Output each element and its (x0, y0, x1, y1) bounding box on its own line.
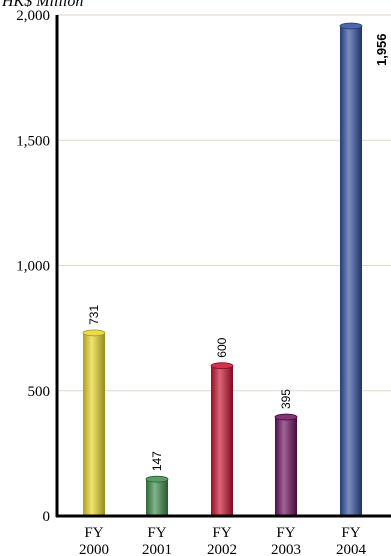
bar (340, 26, 362, 516)
x-category-label: FY (147, 525, 166, 541)
x-category-label: 2003 (271, 542, 301, 556)
bar-cap (145, 475, 169, 483)
y-tick-label: 500 (28, 384, 51, 400)
bar-cap (82, 329, 106, 337)
bar-cap (210, 362, 234, 370)
axis-layer (55, 15, 391, 518)
x-category-label: 2000 (79, 542, 109, 556)
x-category-label: FY (341, 525, 360, 541)
bar (146, 479, 168, 516)
x-category-label: 2002 (207, 542, 237, 556)
bar (211, 365, 233, 516)
x-category-label: 2001 (142, 542, 172, 556)
y-tick-label: 0 (43, 509, 51, 525)
y-tick-label: 1,000 (16, 259, 50, 275)
bars-layer (82, 22, 363, 516)
bar-cap (274, 413, 298, 421)
bar-value-label: 731 (87, 305, 101, 325)
bar-cap (339, 22, 363, 30)
bar (275, 417, 297, 516)
y-axis-unit-label: HK$ Million (2, 0, 84, 10)
y-tick-label: 1,500 (16, 133, 50, 149)
bar-value-label: 147 (150, 451, 164, 471)
y-tick-label: 2,000 (16, 8, 50, 24)
x-category-label: FY (84, 525, 103, 541)
x-category-label: FY (212, 525, 231, 541)
bar-value-label: 600 (215, 337, 229, 357)
bar-value-label: 1,956 (374, 33, 389, 66)
labels-layer: 05001,0001,5002,000731FY2000147FY2001600… (16, 8, 389, 556)
bar-value-label: 395 (279, 389, 293, 409)
x-category-label: 2004 (336, 542, 367, 556)
bar (83, 332, 105, 516)
x-category-label: FY (276, 525, 295, 541)
